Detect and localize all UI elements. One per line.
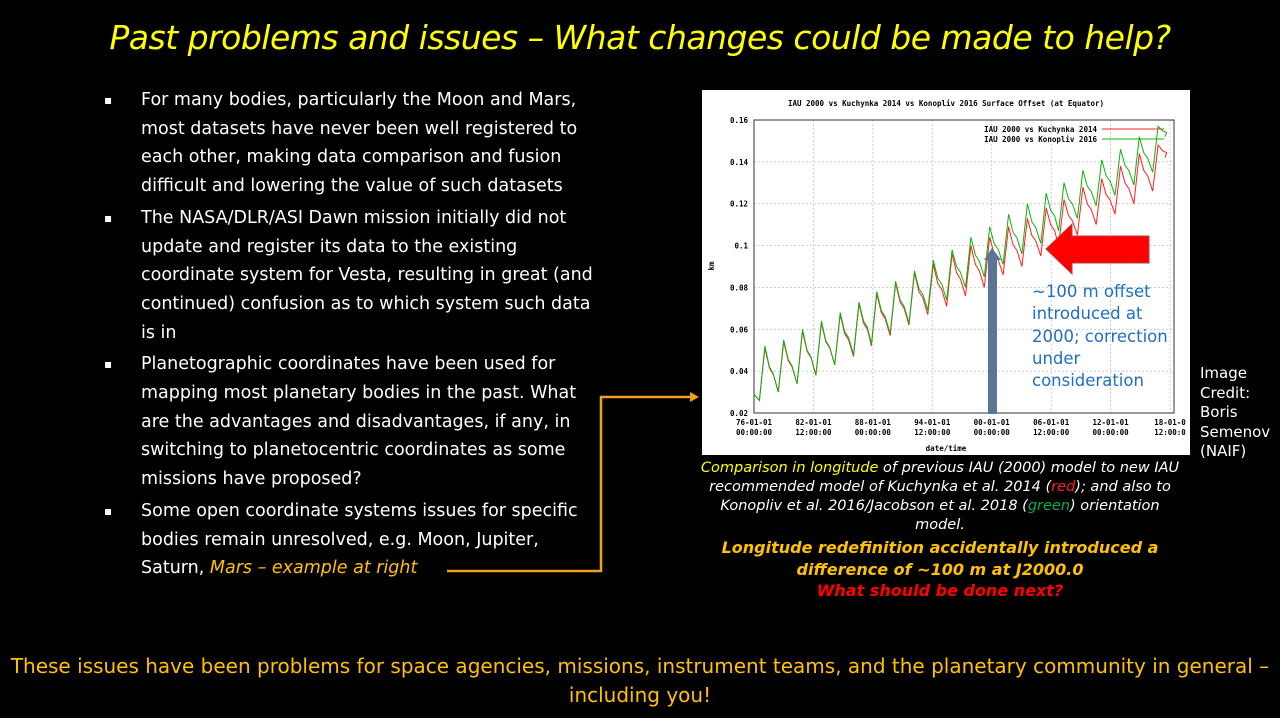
credit-line: Image: [1200, 364, 1247, 382]
series-line-konopliv: [753, 125, 1168, 402]
y-tick-label: 0.02: [730, 409, 748, 418]
bullet-text: The NASA/DLR/ASI Dawn mission initially …: [141, 207, 593, 343]
bullet-item: ▪ The NASA/DLR/ASI Dawn mission initially…: [104, 204, 604, 348]
x-axis-label: date/time: [926, 444, 967, 453]
caption-text: ) orientation model.: [915, 498, 1160, 533]
bullet-item: ▪ Some open coordinate systems issues for…: [104, 497, 604, 583]
x-tick-label: 76-01-01: [736, 418, 773, 427]
chart-title: IAU 2000 vs Kuchynka 2014 vs Konopliv 20…: [788, 99, 1104, 108]
caption-text: of previous IAU (2000) model to new IAU …: [709, 460, 1180, 495]
conclusion-text: Longitude redefinition accidentally intr…: [721, 538, 1159, 579]
y-tick-label: 0.12: [730, 200, 748, 209]
y-tick-label: 0.16: [730, 116, 749, 125]
x-tick-label: 00:00:00: [736, 428, 773, 437]
y-tick-label: 0.1: [734, 242, 748, 251]
x-tick-label: 00:00:00: [974, 428, 1011, 437]
caption-red: red: [1051, 479, 1076, 495]
x-tick-label: 82-01-01: [795, 418, 832, 427]
caption-text: ); and also to Konopliv et al. 2016/Jaco…: [720, 479, 1171, 514]
x-tick-label: 12-01-01: [1093, 418, 1130, 427]
x-tick-label: 06-01-01: [1033, 418, 1070, 427]
bullet-item: ▪ Planetographic coordinates have been us…: [104, 350, 604, 494]
bullet-text: For many bodies, particularly the Moon a…: [141, 90, 578, 197]
x-tick-label: 00-01-01: [974, 418, 1011, 427]
offset-annotation: ~100 m offset introduced at 2000; correc…: [1032, 282, 1168, 391]
credit-line: Boris: [1200, 403, 1238, 421]
y-tick-label: 0.08: [730, 283, 749, 292]
y-tick-label: 0.14: [730, 158, 749, 167]
x-tick-label: 94-01-01: [914, 418, 951, 427]
x-tick-label: 00:00:00: [1093, 428, 1130, 437]
credit-line: (NAIF): [1200, 442, 1247, 460]
bullet-text: Planetographic coordinates have been use…: [141, 354, 577, 490]
chart-canvas: IAU 2000 vs Kuchynka 2014 vs Konopliv 20…: [707, 99, 1186, 453]
legend-label: IAU 2000 vs Konopliv 2016: [984, 135, 1097, 144]
y-tick-label: 0.06: [730, 325, 749, 334]
x-tick-label: 12:00:00: [914, 428, 951, 437]
bullet-icon: ▪: [104, 93, 113, 107]
slide-title: Past problems and issues – What changes …: [109, 18, 1171, 57]
bullet-list: ▪ For many bodies, particularly the Moon …: [104, 86, 604, 586]
image-credit: Image Credit: Boris Semenov (NAIF): [1200, 364, 1270, 462]
x-tick-label: 88-01-01: [855, 418, 892, 427]
offset-chart: IAU 2000 vs Kuchynka 2014 vs Konopliv 20…: [702, 90, 1190, 455]
x-tick-label: 00:00:00: [855, 428, 892, 437]
mars-highlight: Mars – example at right: [209, 558, 418, 579]
bullet-item: ▪ For many bodies, particularly the Moon …: [104, 86, 604, 201]
credit-line: Credit:: [1200, 383, 1251, 402]
bullet-icon: ▪: [104, 210, 113, 225]
chart-caption: Comparison in longitude of previous IAU …: [700, 459, 1180, 535]
footer-text: These issues have been problems for spac…: [10, 654, 1270, 707]
x-tick-label: 12:00:00: [795, 428, 832, 437]
bullet-icon: ▪: [104, 503, 113, 518]
bullet-icon: ▪: [104, 357, 113, 372]
x-tick-label: 12:00:00: [1033, 428, 1070, 437]
credit-line: Semenov: [1200, 422, 1271, 441]
x-tick-label: 12:00:0: [1154, 428, 1186, 437]
plot-frame: [753, 119, 1175, 414]
y-axis-label: km: [707, 261, 716, 271]
caption-green: green: [1027, 498, 1071, 514]
x-tick-label: 18-01-0: [1154, 418, 1186, 427]
caption-highlight: Comparison in longitude: [700, 460, 879, 476]
question-text: What should be done next?: [816, 581, 1064, 600]
y-tick-label: 0.04: [730, 367, 749, 376]
legend-label: IAU 2000 vs Kuchynka 2014: [984, 125, 1097, 134]
